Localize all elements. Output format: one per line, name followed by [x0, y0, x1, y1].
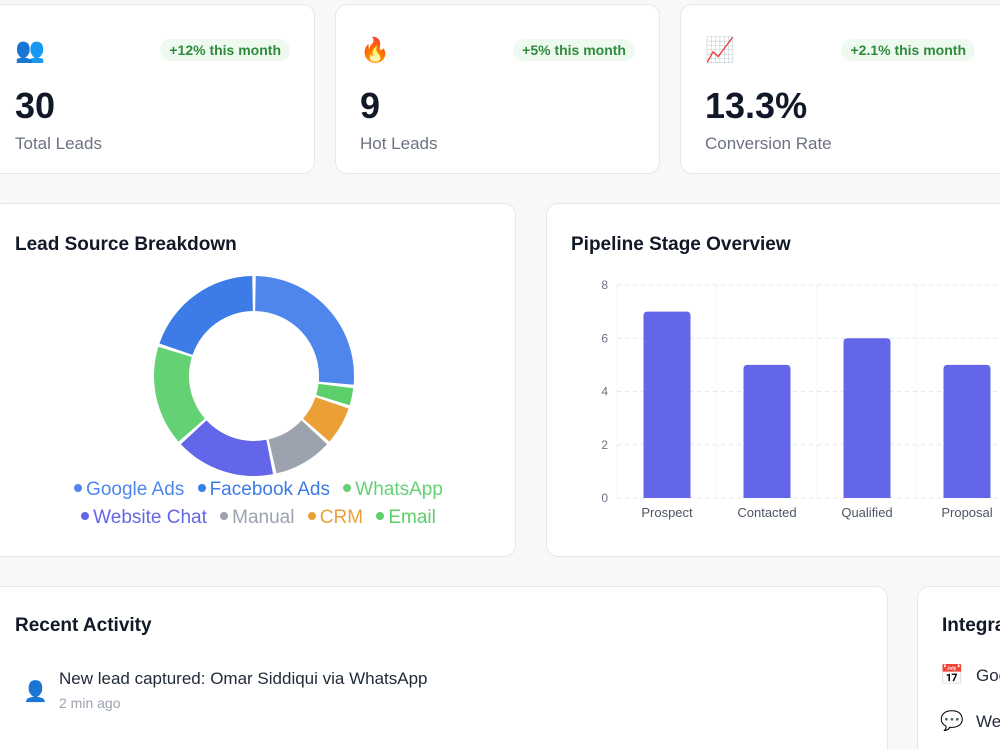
kpi-value: 30 — [15, 85, 56, 126]
y-tick-label: 0 — [601, 491, 608, 505]
kpi-value: 13.3% — [705, 85, 808, 126]
chat-icon: 💬 — [940, 711, 964, 732]
legend-dot — [343, 484, 352, 492]
kpi-badge: +5% this month — [513, 39, 635, 61]
legend-dot — [307, 512, 316, 520]
pipeline-title: Pipeline Stage Overview — [571, 234, 791, 255]
activity-text: New lead captured: Omar Siddiqui via Wha… — [59, 669, 428, 688]
kpi-label: Hot Leads — [360, 134, 438, 153]
donut-slice-whatsapp[interactable] — [153, 346, 205, 442]
x-tick-label: Qualified — [841, 505, 892, 520]
donut-slice-email[interactable] — [316, 383, 354, 406]
legend-item-google-ads[interactable]: Google Ads — [74, 476, 184, 504]
user-icon: 👤 — [23, 681, 48, 703]
legend-dot — [81, 512, 90, 520]
integration-item[interactable]: 📅 Goo — [940, 663, 1000, 687]
legend-dot — [197, 484, 206, 492]
integration-label: We — [976, 712, 1000, 731]
x-tick-label: Contacted — [737, 505, 796, 520]
kpi-card-hot-leads: 🔥 +5% this month 9 Hot Leads — [335, 4, 660, 174]
kpi-card-total-leads: 👥 +12% this month 30 Total Leads — [0, 4, 315, 174]
bar-contacted[interactable] — [743, 364, 791, 498]
legend-label: Manual — [232, 507, 295, 528]
kpi-value: 9 — [360, 85, 381, 126]
bar-qualified[interactable] — [843, 338, 891, 498]
pipeline-card: Pipeline Stage Overview 0 2 4 6 8 Prospect Con… — [546, 203, 1000, 557]
legend-label: Facebook Ads — [209, 479, 330, 500]
kpi-badge: +12% this month — [160, 39, 290, 61]
lead-source-donut-chart — [153, 276, 354, 476]
chart-up-icon: 📈 — [705, 37, 735, 64]
recent-activity-title: Recent Activity — [15, 615, 152, 636]
legend-item-whatsapp[interactable]: WhatsApp — [343, 476, 443, 504]
kpi-card-conversion-rate: 📈 +2.1% this month 13.3% Conversion Rate — [680, 4, 1000, 174]
legend-dot — [220, 512, 229, 520]
legend-label: Google Ads — [86, 479, 185, 500]
legend-item-facebook-ads[interactable]: Facebook Ads — [197, 476, 330, 504]
recent-activity-card: Recent Activity 👤 New lead captured: Oma… — [0, 586, 888, 750]
donut-slice-facebook-ads[interactable] — [159, 276, 253, 355]
legend-item-manual[interactable]: Manual — [220, 504, 294, 532]
fire-icon: 🔥 — [360, 37, 390, 64]
legend-label: CRM — [319, 507, 364, 528]
y-tick-label: 4 — [601, 385, 608, 399]
legend-item-crm[interactable]: CRM — [307, 504, 364, 532]
bar-proposal[interactable] — [943, 364, 991, 498]
kpi-label: Total Leads — [15, 134, 102, 153]
legend-dot — [376, 512, 385, 520]
integrations-title: Integra — [942, 615, 1000, 636]
x-tick-label: Prospect — [641, 505, 693, 520]
donut-slice-google-ads[interactable] — [255, 276, 354, 385]
donut-slice-manual[interactable] — [268, 420, 328, 474]
y-tick-label: 8 — [601, 278, 608, 292]
legend-label: Email — [388, 507, 436, 528]
legend-item-website-chat[interactable]: Website Chat — [81, 504, 207, 532]
integrations-card: Integra 📅 Goo 💬 We — [917, 586, 1000, 750]
lead-source-title: Lead Source Breakdown — [15, 234, 237, 255]
calendar-icon: 📅 — [940, 665, 964, 686]
kpi-label: Conversion Rate — [705, 134, 832, 153]
users-icon: 👥 — [15, 37, 45, 64]
legend-item-email[interactable]: Email — [376, 504, 436, 532]
donut-slice-website-chat[interactable] — [180, 420, 274, 476]
donut-slice-crm[interactable] — [303, 397, 349, 442]
legend-dot — [74, 484, 83, 492]
legend-label: Website Chat — [93, 507, 207, 528]
x-tick-label: Proposal — [941, 505, 992, 520]
integration-item[interactable]: 💬 We — [940, 709, 1000, 733]
pipeline-bar-chart: 0 2 4 6 8 Prospect Contacted Qualified Proposal — [601, 278, 1000, 520]
legend-label: WhatsApp — [355, 479, 443, 500]
lead-source-card: Lead Source Breakdown Google Ads Faceboo… — [0, 203, 516, 557]
lead-source-legend: Google Ads Facebook Ads WhatsApp Website… — [1, 476, 516, 532]
y-tick-label: 6 — [601, 331, 608, 345]
bar-prospect[interactable] — [643, 311, 691, 498]
activity-time: 2 min ago — [59, 695, 121, 711]
kpi-badge: +2.1% this month — [841, 39, 975, 61]
y-tick-label: 2 — [601, 438, 608, 452]
integration-label: Goo — [976, 666, 1000, 685]
